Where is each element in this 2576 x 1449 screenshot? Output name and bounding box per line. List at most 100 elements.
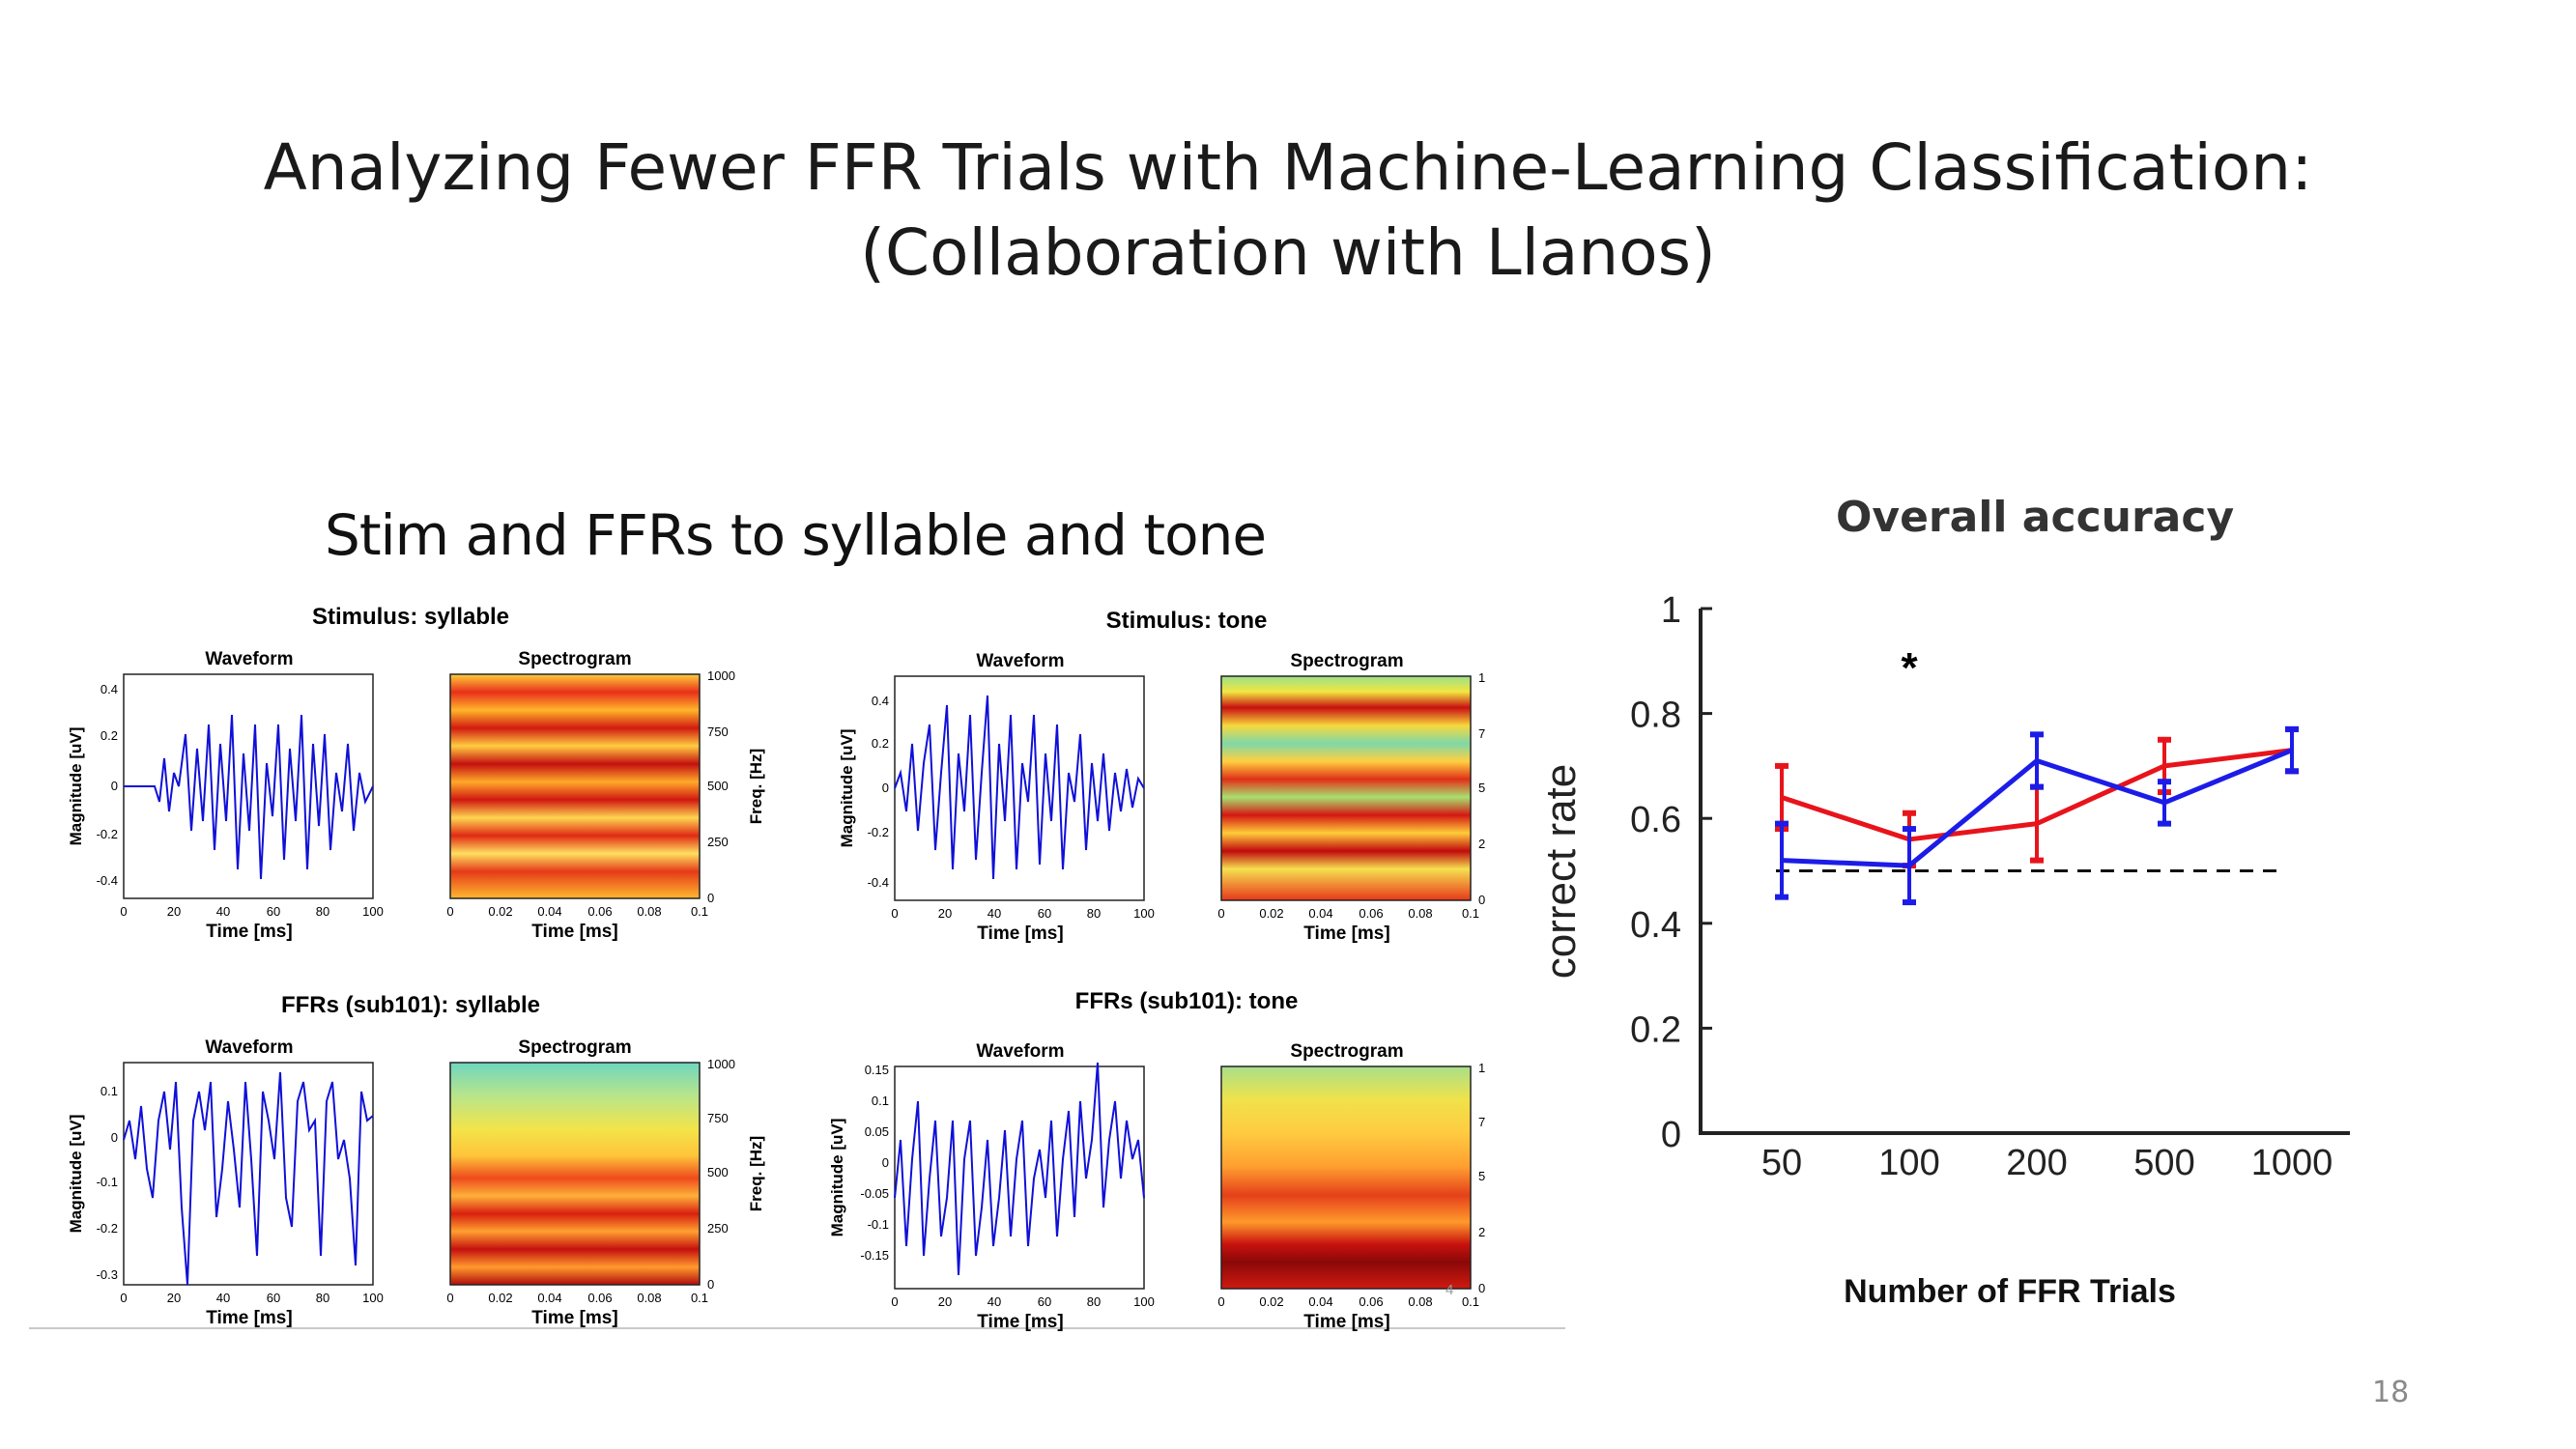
series-line-1: [1775, 725, 2299, 906]
y-tick-labels: 0 0.2 0.4 0.6 0.8 1: [1630, 590, 1681, 1155]
svg-text:0.1: 0.1: [100, 1084, 118, 1098]
svg-text:2: 2: [1478, 1225, 1485, 1239]
svg-text:0: 0: [446, 1291, 453, 1305]
chart-title: Overall accuracy: [1836, 493, 2235, 542]
spectrogram-xticks: 0 0.02 0.04 0.06 0.08 0.1: [1217, 1294, 1479, 1309]
error-bar: [2030, 731, 2044, 790]
svg-text:100: 100: [1133, 906, 1155, 921]
waveform-axes: [894, 1065, 1145, 1290]
spectrogram-freq-label: Freq. [Hz]: [747, 1136, 765, 1211]
ffr-figure-panels: Stimulus: syllable Waveform Spectrogram …: [67, 604, 1485, 1332]
spectrogram-image: [449, 673, 701, 899]
waveform-xticks: 0 20 40 60 80 100: [891, 1294, 1154, 1309]
waveform-yticks: 0.1 0 -0.1 -0.2 -0.3: [97, 1084, 118, 1282]
waveform-title: Waveform: [976, 651, 1064, 671]
panel-stim-tone: Stimulus: tone Waveform Spectrogram Magn…: [838, 608, 1485, 944]
svg-text:0.04: 0.04: [1308, 1294, 1332, 1309]
waveform-trace: [894, 1062, 1145, 1276]
svg-text:0: 0: [1217, 1294, 1224, 1309]
svg-text:-0.4: -0.4: [97, 873, 118, 888]
svg-text:0: 0: [1478, 893, 1485, 907]
series-group: [1775, 725, 2299, 906]
error-bar: [1903, 826, 1916, 906]
spectrogram-freq-ticks: 1000 750 500 250 0: [707, 1057, 735, 1292]
x-tick-label: 1000: [2251, 1143, 2333, 1183]
waveform-xticks: 0 20 40 60 80 100: [120, 1291, 383, 1305]
waveform-yticks: 0.4 0.2 0 -0.2 -0.4: [868, 694, 889, 890]
spectrogram-title: Spectrogram: [1290, 651, 1403, 671]
svg-text:750: 750: [707, 724, 729, 739]
svg-text:-0.1: -0.1: [97, 1175, 118, 1189]
panel-stim-syllable: Stimulus: syllable Waveform Spectrogram …: [67, 604, 765, 942]
svg-text:500: 500: [707, 1165, 729, 1179]
spectrogram-image: [449, 1062, 701, 1286]
y-tick-label: 0.8: [1630, 696, 1681, 736]
waveform-title: Waveform: [205, 1037, 293, 1058]
svg-text:0.08: 0.08: [637, 904, 661, 919]
svg-text:0.1: 0.1: [872, 1094, 889, 1108]
svg-text:40: 40: [216, 904, 230, 919]
slide-title-line2: (Collaboration with Llanos): [860, 215, 1716, 290]
x-tick-label: 100: [1878, 1143, 1939, 1183]
waveform-yticks: 0.4 0.2 0 -0.2 -0.4: [97, 682, 118, 888]
panel-title: Stimulus: syllable: [312, 604, 509, 630]
svg-text:-0.15: -0.15: [860, 1248, 889, 1263]
svg-text:-0.4: -0.4: [868, 875, 889, 890]
svg-text:0.1: 0.1: [691, 1291, 708, 1305]
waveform-ylabel: Magnitude [uV]: [67, 1115, 85, 1234]
y-tick-marks: [1701, 607, 1712, 1135]
svg-text:1000: 1000: [707, 1057, 735, 1071]
svg-text:100: 100: [362, 904, 384, 919]
svg-text:0.02: 0.02: [1259, 1294, 1283, 1309]
svg-text:0.06: 0.06: [587, 1291, 612, 1305]
svg-text:0.02: 0.02: [1259, 906, 1283, 921]
svg-text:0: 0: [120, 1291, 127, 1305]
svg-text:0: 0: [882, 781, 889, 795]
x-tick-labels: 50 100 200 500 1000: [1761, 1143, 2333, 1183]
error-bar: [2285, 725, 2299, 775]
waveform-xticks: 0 20 40 60 80 100: [891, 906, 1154, 921]
waveform-yticks: 0.15 0.1 0.05 0 -0.05 -0.1 -0.15: [860, 1063, 889, 1263]
spectrogram-xlabel: Time [ms]: [1303, 1312, 1389, 1332]
svg-text:0.4: 0.4: [872, 694, 889, 708]
panel-ffr-tone: FFRs (sub101): tone Waveform Spectrogram…: [828, 988, 1485, 1332]
svg-text:0: 0: [446, 904, 453, 919]
svg-text:80: 80: [1087, 906, 1101, 921]
waveform-ylabel: Magnitude [uV]: [67, 727, 85, 846]
svg-text:0.06: 0.06: [587, 904, 612, 919]
svg-text:80: 80: [316, 904, 329, 919]
svg-text:2: 2: [1478, 837, 1485, 851]
svg-text:0.06: 0.06: [1359, 1294, 1383, 1309]
y-tick-label: 1: [1661, 590, 1681, 631]
waveform-trace: [123, 1071, 374, 1286]
svg-text:5: 5: [1478, 781, 1485, 795]
spectrogram-freq-ticks: 1 7 5 2 0: [1478, 670, 1485, 907]
svg-text:-0.2: -0.2: [97, 827, 118, 841]
svg-text:0: 0: [1478, 1281, 1485, 1295]
svg-text:0: 0: [120, 904, 127, 919]
waveform-axes: [123, 1062, 374, 1286]
svg-text:100: 100: [362, 1291, 384, 1305]
waveform-trace: [894, 695, 1145, 880]
svg-text:0.1: 0.1: [1462, 906, 1479, 921]
svg-text:-0.1: -0.1: [868, 1217, 889, 1232]
svg-text:0: 0: [707, 1277, 714, 1292]
figure-heading: Stim and FFRs to syllable and tone: [325, 502, 1267, 568]
svg-text:0: 0: [707, 891, 714, 905]
spectrogram-image: [1220, 1065, 1472, 1290]
svg-text:80: 80: [316, 1291, 329, 1305]
svg-text:0.02: 0.02: [488, 904, 512, 919]
y-tick-label: 0: [1661, 1115, 1681, 1155]
svg-text:0.08: 0.08: [1408, 906, 1432, 921]
svg-text:500: 500: [707, 779, 729, 793]
svg-text:0.4: 0.4: [100, 682, 118, 696]
slide-number: 18: [2372, 1376, 2410, 1409]
svg-text:0: 0: [882, 1155, 889, 1170]
svg-text:60: 60: [1038, 906, 1051, 921]
spectrogram-xlabel: Time [ms]: [531, 922, 617, 942]
spectrogram-xticks: 0 0.02 0.04 0.06 0.08 0.1: [1217, 906, 1479, 921]
svg-text:60: 60: [267, 1291, 280, 1305]
panel-title: FFRs (sub101): tone: [1075, 988, 1299, 1014]
svg-text:1: 1: [1478, 670, 1485, 685]
svg-text:0.1: 0.1: [1462, 1294, 1479, 1309]
